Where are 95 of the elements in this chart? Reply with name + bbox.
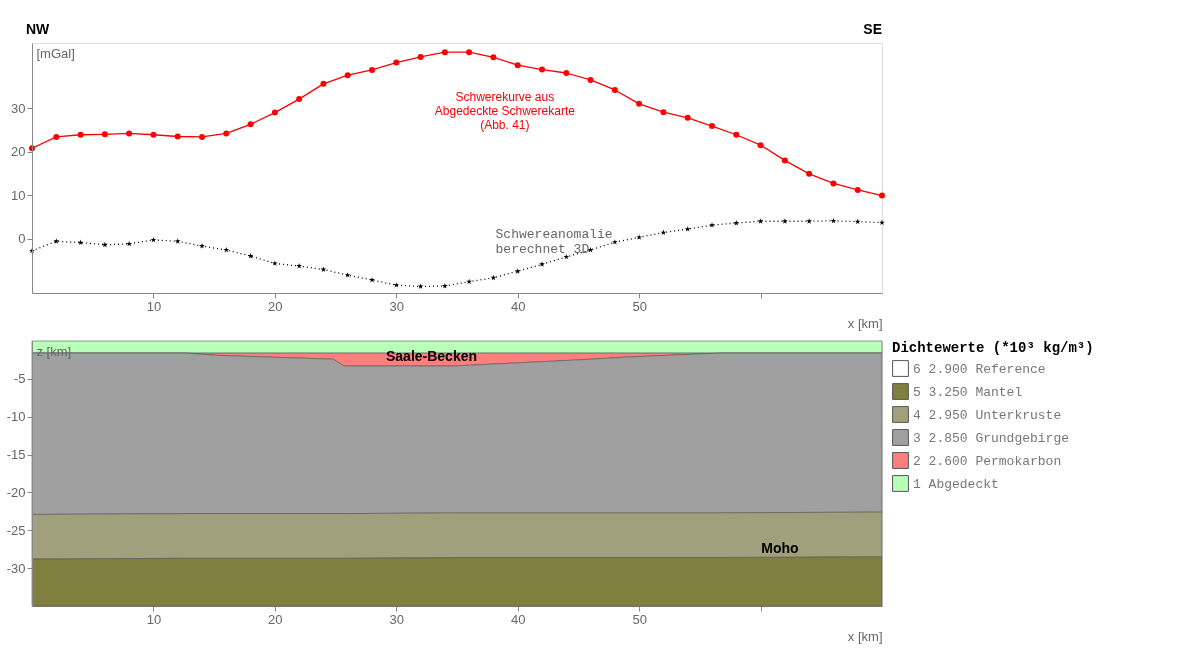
- point: [709, 123, 715, 130]
- y-tick-label: -20: [6, 484, 26, 500]
- point: [320, 80, 327, 87]
- point: [782, 218, 788, 224]
- y-tick-label: 0: [18, 231, 26, 247]
- point: [150, 236, 157, 243]
- point: [757, 142, 764, 149]
- point: [660, 109, 667, 116]
- annotation: Saale-Becken: [385, 347, 478, 364]
- x-tick-label: 10: [146, 298, 162, 314]
- point: [296, 96, 303, 103]
- point: [587, 76, 594, 83]
- point: [879, 219, 885, 225]
- point: [490, 54, 497, 61]
- point: [539, 66, 545, 73]
- y-tick-label: 10: [11, 187, 26, 203]
- point: [563, 70, 570, 76]
- y-tick-label: -30: [6, 560, 26, 576]
- point: [393, 282, 400, 288]
- x-tick-label: 30: [389, 611, 405, 627]
- point: [174, 238, 181, 244]
- y-tick-label: -15: [6, 447, 26, 463]
- point: [879, 192, 885, 199]
- point: [344, 272, 351, 278]
- point: [417, 53, 424, 60]
- x-tick-label: 10: [146, 611, 162, 627]
- legend-title: Dichtewerte (*10³ kg/m³): [892, 340, 1094, 356]
- legend-label: 4 2.950 Unterkruste: [913, 407, 1062, 423]
- point: [514, 62, 521, 69]
- point: [733, 220, 740, 226]
- x-tick-label: 40: [510, 611, 526, 627]
- point: [830, 180, 837, 187]
- y-tick-label: 30: [11, 100, 26, 116]
- legend-label: 1 Abgedeckt: [913, 476, 999, 492]
- y-tick-label: -5: [13, 371, 26, 387]
- point: [636, 100, 643, 107]
- point: [393, 59, 400, 66]
- point: [126, 130, 133, 137]
- y-axis-title: [mGal]: [36, 45, 75, 61]
- legend-label: 2 2.600 Permokarbon: [913, 453, 1062, 469]
- point: [854, 218, 861, 225]
- x-tick-label: 50: [632, 298, 647, 314]
- point: [563, 253, 570, 260]
- point: [272, 260, 278, 266]
- x-tick-label: 40: [510, 298, 526, 314]
- legend-label: 3 2.850 Grundgebirge: [913, 430, 1070, 446]
- text: NW: [26, 21, 51, 37]
- point: [514, 268, 521, 274]
- series-label: Schwerekurve aus Abgedeckte Schwerekarte (Abb. 41): [434, 90, 576, 133]
- point: [174, 133, 181, 140]
- point: [684, 226, 691, 232]
- point: [781, 157, 788, 164]
- x-tick-label: 30: [389, 298, 405, 314]
- point: [369, 66, 375, 73]
- point: [344, 72, 351, 79]
- annotation: Moho: [761, 540, 799, 557]
- series-label: Schwereanomalie berechnet 3D: [495, 227, 613, 258]
- point: [271, 109, 278, 116]
- x-axis-title: x [km]: [847, 628, 883, 644]
- point: [441, 49, 448, 56]
- point: [757, 218, 764, 224]
- x-axis-title: x [km]: [847, 315, 883, 331]
- point: [53, 238, 60, 244]
- x-tick-label: 20: [268, 298, 283, 314]
- x-tick-label: 20: [268, 611, 283, 627]
- point: [53, 133, 60, 140]
- point: [247, 121, 254, 128]
- point: [684, 114, 691, 121]
- point: [150, 131, 157, 138]
- text: SE: [863, 21, 882, 37]
- x-tick-label: 50: [632, 611, 647, 627]
- legend-label: 5 3.250 Mantel: [913, 384, 1023, 400]
- point: [223, 246, 230, 253]
- point: [466, 49, 473, 56]
- point: [854, 186, 861, 193]
- y-tick-label: -10: [6, 409, 26, 425]
- point: [247, 253, 254, 259]
- point: [490, 274, 497, 281]
- y-tick-label: 20: [11, 144, 26, 160]
- point: [636, 234, 642, 240]
- point: [806, 170, 813, 177]
- point: [223, 130, 230, 137]
- point: [442, 283, 448, 289]
- point: [611, 86, 618, 93]
- point: [101, 131, 108, 138]
- point: [77, 131, 84, 138]
- point: [733, 131, 740, 138]
- point: [199, 133, 205, 140]
- point: [539, 261, 545, 267]
- y-tick-label: -25: [6, 522, 26, 538]
- legend-label: 6 2.900 Reference: [913, 361, 1046, 377]
- point: [830, 217, 837, 224]
- point: [806, 218, 812, 224]
- point: [296, 263, 302, 269]
- point: [612, 239, 618, 245]
